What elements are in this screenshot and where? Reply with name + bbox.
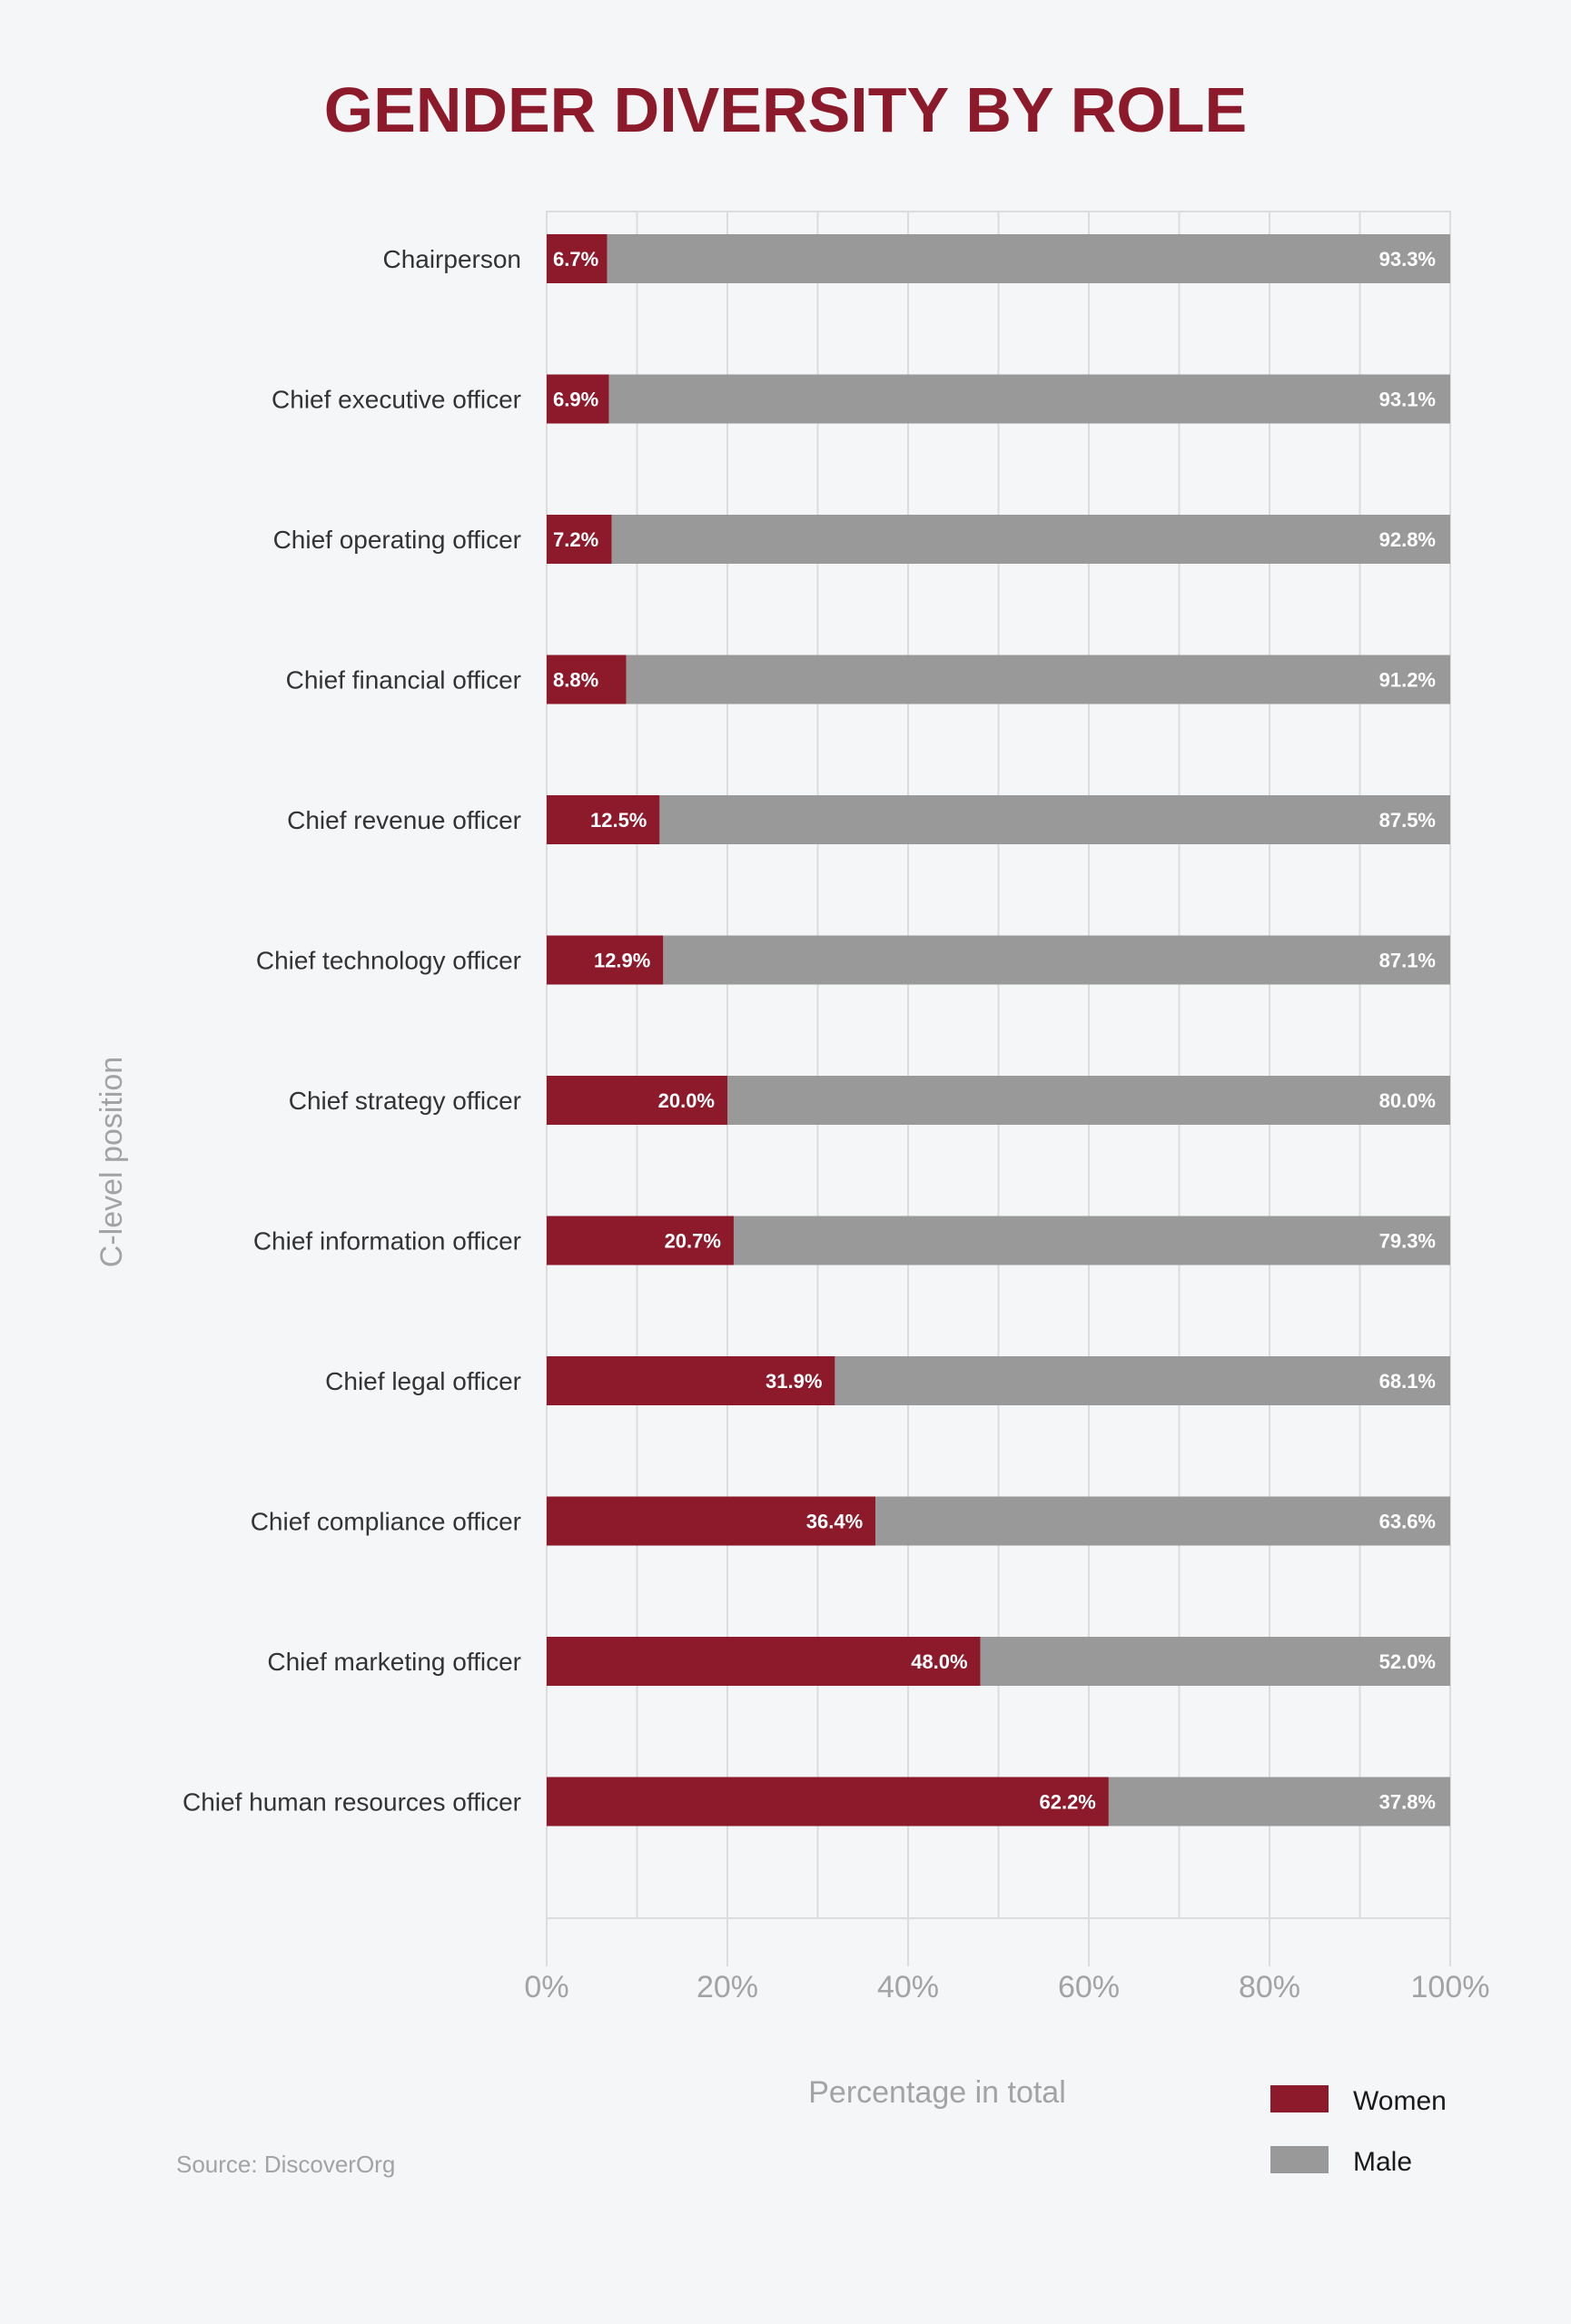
legend-label-women: Women — [1353, 2086, 1447, 2116]
data-label-male: 79.3% — [1379, 1230, 1436, 1253]
bar-women — [547, 1496, 876, 1546]
bar-male — [626, 655, 1450, 704]
x-axis-title: Percentage in total — [808, 2075, 1066, 2110]
legend-swatch-male — [1270, 2146, 1329, 2173]
data-label-women: 7.2% — [553, 528, 598, 551]
bar-women — [547, 1637, 981, 1686]
data-label-women: 12.5% — [590, 809, 647, 832]
category-label: Chief information officer — [253, 1227, 521, 1256]
bar-male — [607, 234, 1450, 283]
chart-title: GENDER DIVERSITY BY ROLE — [324, 74, 1248, 145]
x-tick-labels: 0% 20% 40% 60% 80% 100% — [524, 1970, 1489, 2004]
x-tick-label: 60% — [1058, 1970, 1120, 2004]
data-label-male: 52.0% — [1379, 1650, 1436, 1673]
category-label: Chairperson — [382, 245, 521, 273]
data-label-women: 20.0% — [658, 1089, 715, 1112]
bar-male — [1108, 1777, 1450, 1827]
data-label-male: 92.8% — [1379, 528, 1436, 551]
legend-label-male: Male — [1353, 2147, 1412, 2177]
category-label: Chief marketing officer — [267, 1648, 521, 1676]
data-label-women: 31.9% — [766, 1370, 822, 1393]
x-tick-label: 20% — [697, 1970, 758, 2004]
category-label: Chief technology officer — [256, 947, 521, 975]
bar-women — [547, 1076, 727, 1125]
bar-women — [547, 795, 660, 844]
data-label-male: 87.5% — [1379, 809, 1436, 832]
x-tick-label: 0% — [524, 1970, 568, 2004]
category-label: Chief financial officer — [286, 666, 521, 694]
data-label-women: 20.7% — [665, 1230, 721, 1253]
category-label: Chief operating officer — [273, 526, 521, 554]
data-label-male: 91.2% — [1379, 669, 1436, 692]
legend: Women Male — [1270, 2085, 1447, 2177]
category-label: Chief legal officer — [325, 1367, 521, 1395]
bars: 6.7% 93.3% 6.9% 93.1% 7.2% 92.8% 8.8% 91.2% 12.5… — [547, 234, 1450, 1827]
data-label-male: 87.1% — [1379, 950, 1436, 972]
bar-male — [659, 795, 1450, 844]
category-labels: Chairperson Chief executive officer Chief … — [183, 245, 521, 1817]
data-label-male: 68.1% — [1379, 1370, 1436, 1393]
bar-women — [547, 515, 612, 564]
bar-male — [608, 374, 1450, 424]
data-label-women: 6.9% — [553, 389, 598, 411]
category-label: Chief strategy officer — [289, 1087, 521, 1115]
source-note: Source: DiscoverOrg — [176, 2151, 395, 2178]
bar-women — [547, 234, 608, 283]
bar-women — [547, 1216, 734, 1265]
bar-women — [547, 655, 627, 704]
bar-women — [547, 374, 609, 424]
x-tick-label: 100% — [1411, 1970, 1490, 2004]
bar-male — [663, 935, 1450, 985]
category-label: Chief compliance officer — [251, 1508, 521, 1536]
bar-male — [733, 1216, 1450, 1265]
data-label-women: 6.7% — [553, 248, 598, 271]
category-label: Chief revenue officer — [287, 806, 521, 834]
data-label-male: 80.0% — [1379, 1089, 1436, 1112]
data-label-women: 8.8% — [553, 669, 598, 692]
x-tick-label: 80% — [1239, 1970, 1300, 2004]
category-label: Chief executive officer — [272, 386, 521, 414]
bar-women — [547, 935, 664, 985]
data-label-women: 36.4% — [806, 1511, 863, 1533]
bar-women — [547, 1777, 1109, 1827]
bar-women — [547, 1356, 835, 1405]
legend-swatch-women — [1270, 2085, 1329, 2112]
y-axis-title: C-level position — [94, 1057, 129, 1267]
bar-male — [835, 1356, 1450, 1405]
bar-male — [611, 515, 1450, 564]
bar-male — [980, 1637, 1450, 1686]
data-label-women: 12.9% — [594, 950, 650, 972]
data-label-male: 93.1% — [1379, 389, 1436, 411]
data-label-male: 37.8% — [1379, 1791, 1436, 1814]
bar-male — [727, 1076, 1450, 1125]
x-tick-label: 40% — [877, 1970, 939, 2004]
data-label-male: 63.6% — [1379, 1511, 1436, 1533]
data-label-women: 62.2% — [1039, 1791, 1095, 1814]
data-label-women: 48.0% — [911, 1650, 967, 1673]
bar-male — [875, 1496, 1450, 1546]
category-label: Chief human resources officer — [183, 1788, 521, 1817]
data-label-male: 93.3% — [1379, 248, 1436, 271]
